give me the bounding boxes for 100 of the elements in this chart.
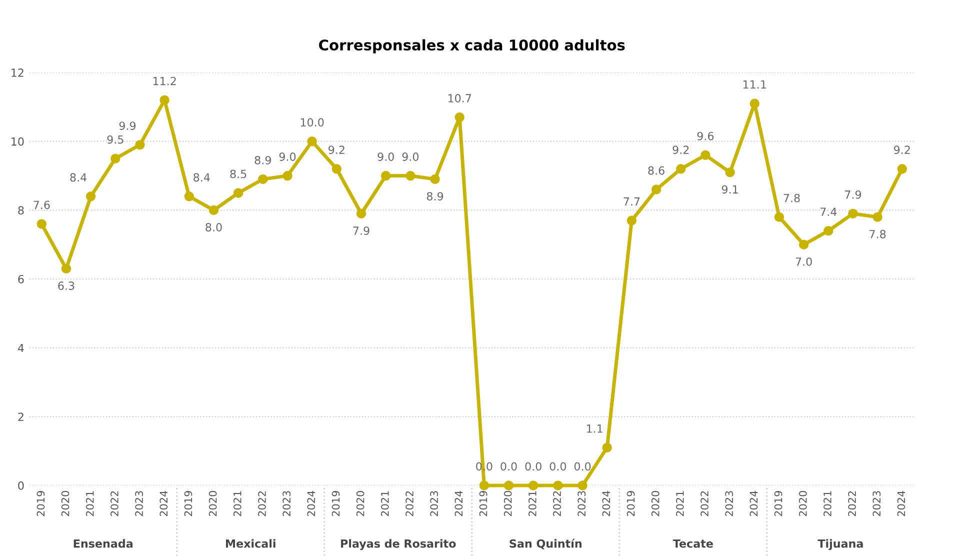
text: Mexicali [226, 539, 276, 548]
x-tick-label: 2024 [750, 490, 758, 516]
y-tick-label: 6 [18, 274, 24, 284]
x-tick-label: 2020 [651, 491, 660, 516]
x-tick-label: 2020 [798, 491, 807, 516]
x-tick-label: 2019 [184, 491, 192, 516]
point [258, 174, 268, 184]
point [406, 170, 416, 181]
text: 8.5 [230, 170, 246, 178]
text: Ensenada [74, 539, 132, 548]
y-tick-label: 10 [12, 137, 24, 146]
point [553, 480, 563, 490]
x-tick-label: 2019 [36, 491, 45, 516]
point [86, 192, 96, 202]
text: 0.0 [500, 462, 517, 471]
text: 9.5 [107, 135, 124, 144]
point [454, 112, 464, 122]
x-tick-label: 2023 [282, 491, 291, 516]
x-tick-label: 2021 [676, 491, 684, 516]
x-tick-label: 2023 [578, 491, 586, 516]
text: 9.9 [119, 122, 136, 130]
text: 11.1 [743, 80, 766, 89]
x-tick-label: 2020 [61, 491, 70, 516]
point [626, 216, 637, 226]
point [725, 167, 735, 178]
text: 9.0 [378, 152, 394, 161]
text: 9.6 [697, 132, 714, 140]
y-tick-label: 0 [18, 481, 24, 490]
x-tick-label: 2023 [135, 491, 143, 516]
x-tick-label: 2021 [86, 491, 94, 516]
text: 8.9 [426, 192, 444, 200]
text: 8.4 [194, 173, 210, 182]
text: 7.8 [870, 230, 886, 238]
text: 0.0 [550, 462, 566, 471]
text: Playas de Rosarito [341, 539, 456, 550]
text: Tijuana [818, 539, 863, 550]
point [651, 184, 662, 194]
point [700, 150, 710, 160]
text: 7.0 [796, 257, 812, 266]
text: 7.9 [845, 190, 862, 199]
x-tick-label: 2024 [454, 490, 463, 516]
text: San Quintín [510, 538, 582, 550]
text: 1.1 [586, 424, 602, 433]
point [578, 480, 588, 490]
point [61, 264, 72, 274]
point [798, 240, 809, 250]
point [110, 154, 120, 164]
x-tick-label: 2020 [356, 491, 364, 516]
x-tick-label: 2021 [380, 491, 389, 516]
point [36, 219, 46, 229]
x-tick-label: 2020 [504, 491, 512, 516]
text: 8.6 [648, 166, 664, 175]
x-tick-label: 2021 [233, 491, 242, 516]
point [135, 140, 145, 150]
text: 10.7 [448, 94, 472, 102]
text: 9.1 [722, 185, 738, 194]
point [380, 170, 391, 181]
point [897, 164, 907, 174]
point [208, 205, 219, 216]
text: 9.2 [672, 146, 689, 154]
x-tick-label: 2019 [479, 491, 488, 516]
x-tick-label: 2019 [774, 491, 782, 516]
point [750, 98, 760, 108]
x-tick-label: 2019 [626, 491, 635, 516]
point [430, 174, 440, 184]
point [307, 136, 317, 146]
x-tick-label: 2022 [406, 491, 414, 516]
x-tick-label: 2022 [700, 491, 708, 516]
point [233, 188, 244, 198]
y-tick-label: 8 [18, 206, 24, 215]
point [332, 164, 342, 174]
point [160, 95, 170, 105]
point [676, 164, 686, 174]
point [848, 208, 858, 218]
text: 9.0 [279, 152, 296, 161]
x-tick-label: 2022 [258, 491, 266, 516]
chart-title: Corresponsales x cada 10000 adultos [319, 39, 625, 54]
x-tick-label: 2022 [848, 491, 856, 516]
point [824, 226, 834, 236]
x-tick-label: 2024 [160, 490, 168, 516]
text: Tecate [672, 539, 713, 548]
y-tick-label: 4 [18, 344, 24, 352]
point [479, 480, 490, 490]
text: 7.8 [784, 194, 800, 202]
x-tick-label: 2022 [553, 491, 561, 516]
point [528, 480, 538, 490]
point [356, 208, 366, 218]
y-tick-label: 12 [12, 68, 24, 77]
text: 9.2 [894, 146, 910, 154]
text: 7.9 [353, 226, 370, 235]
x-tick-label: 2023 [725, 491, 734, 516]
x-tick-label: 2023 [872, 491, 881, 516]
y-tick-label: 2 [18, 412, 24, 421]
text: 7.7 [624, 197, 640, 206]
x-tick-label: 2021 [824, 491, 832, 516]
x-tick-label: 2024 [602, 490, 610, 516]
point [504, 480, 514, 490]
text: 9.0 [402, 152, 419, 161]
text: 9.2 [328, 146, 344, 154]
point [282, 170, 292, 181]
